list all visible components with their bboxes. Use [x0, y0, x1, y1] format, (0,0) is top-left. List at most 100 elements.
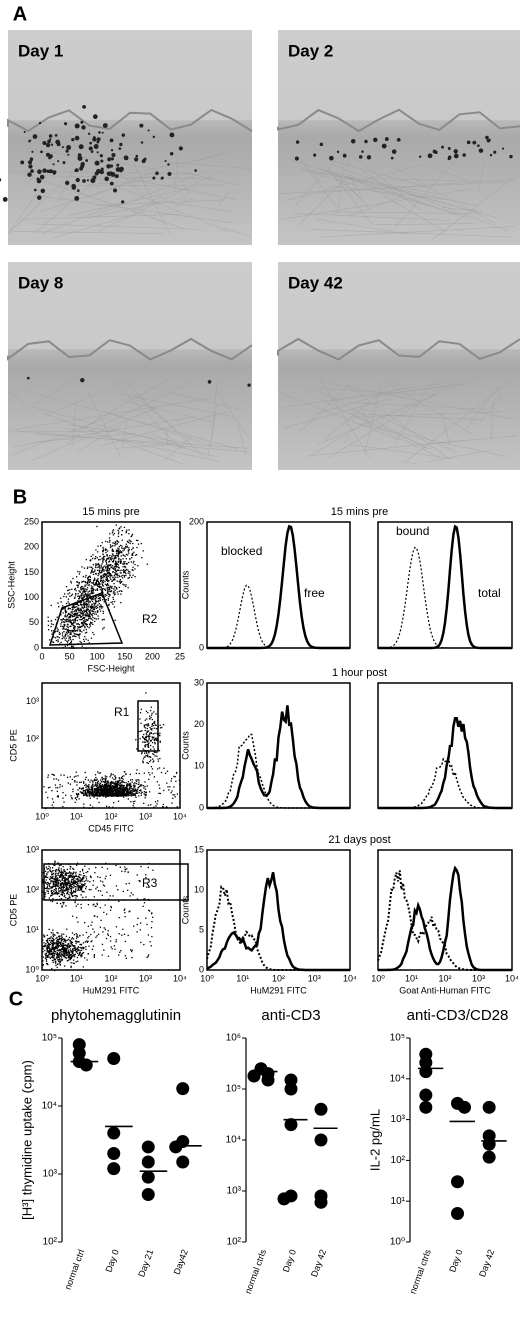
event-dot — [55, 950, 57, 953]
event-dot — [126, 868, 128, 870]
event-dot — [63, 607, 65, 610]
event-dot — [99, 782, 102, 785]
event-dot — [73, 875, 76, 878]
event-dot — [56, 963, 59, 966]
event-dot — [105, 786, 108, 788]
event-dot — [105, 567, 107, 569]
event-dot — [96, 606, 99, 609]
event-dot — [73, 629, 76, 631]
event-dot — [111, 555, 113, 557]
event-dot — [46, 956, 49, 958]
event-dot — [104, 588, 106, 590]
event-dot — [150, 732, 152, 734]
event-dot — [103, 569, 105, 571]
event-dot — [80, 603, 82, 605]
event-dot — [66, 776, 69, 778]
event-dot — [118, 792, 120, 794]
event-dot — [61, 608, 64, 610]
event-dot — [69, 954, 71, 956]
event-dot — [129, 773, 132, 775]
event-dot — [118, 787, 120, 790]
event-dot — [96, 794, 99, 796]
event-dot — [146, 752, 148, 754]
event-dot — [60, 774, 62, 776]
event-dot — [148, 751, 150, 753]
event-dot — [74, 953, 77, 956]
event-dot — [88, 945, 90, 947]
stained-cell — [119, 166, 124, 172]
event-dot — [60, 868, 62, 870]
event-dot — [78, 873, 81, 876]
stained-cell — [98, 131, 101, 134]
event-dot — [150, 759, 152, 761]
event-dot — [90, 597, 92, 599]
event-dot — [89, 566, 91, 568]
event-dot — [75, 950, 77, 952]
event-dot — [112, 785, 115, 788]
event-dot — [94, 596, 97, 598]
stained-cell — [71, 138, 75, 142]
event-dot — [71, 875, 73, 877]
event-dot — [89, 875, 92, 877]
event-dot — [96, 787, 98, 789]
event-dot — [77, 882, 79, 884]
event-dot — [168, 789, 170, 791]
event-dot — [107, 782, 110, 784]
event-dot — [53, 939, 55, 941]
event-dot — [77, 921, 79, 923]
event-dot — [86, 623, 88, 626]
event-dot — [62, 872, 64, 874]
tissue-fiber — [324, 158, 430, 189]
stained-cell — [109, 138, 114, 143]
event-dot — [86, 599, 88, 601]
event-dot — [42, 882, 44, 884]
event-dot — [121, 794, 123, 796]
plot-title: 1 hour post — [332, 667, 387, 679]
event-dot — [132, 566, 134, 568]
event-dot — [103, 574, 105, 576]
event-dot — [97, 564, 100, 566]
event-dot — [72, 954, 74, 957]
event-dot — [114, 572, 116, 574]
event-dot — [53, 878, 56, 880]
event-dot — [127, 789, 129, 791]
event-dot — [136, 874, 138, 876]
event-dot — [113, 559, 115, 561]
event-dot — [95, 582, 98, 585]
event-dot — [77, 887, 79, 889]
event-dot — [152, 733, 155, 735]
event-dot — [54, 884, 56, 886]
event-dot — [112, 567, 115, 569]
event-dot — [69, 872, 72, 874]
event-dot — [176, 806, 178, 808]
event-dot — [103, 570, 105, 572]
event-dot — [89, 575, 91, 577]
event-dot — [86, 615, 88, 617]
stained-cell — [101, 131, 104, 134]
event-dot — [58, 867, 60, 869]
event-dot — [71, 610, 73, 613]
event-dot — [99, 597, 101, 599]
event-dot — [85, 876, 87, 878]
event-dot — [80, 641, 83, 644]
event-dot — [91, 784, 93, 787]
event-dot — [103, 778, 105, 780]
event-dot — [77, 775, 79, 777]
event-dot — [52, 883, 55, 885]
stained-cell — [194, 169, 197, 172]
event-dot — [86, 587, 89, 589]
event-dot — [60, 621, 63, 623]
event-dot — [158, 734, 161, 736]
event-dot — [121, 779, 123, 782]
event-dot — [71, 778, 74, 781]
event-dot — [55, 882, 57, 884]
event-dot — [79, 571, 81, 573]
event-dot — [137, 788, 139, 790]
event-dot — [124, 555, 126, 558]
event-dot — [46, 949, 48, 951]
event-dot — [81, 883, 83, 885]
event-dot — [114, 787, 116, 789]
event-dot — [106, 577, 109, 579]
event-dot — [52, 881, 54, 883]
event-dot — [84, 602, 86, 604]
